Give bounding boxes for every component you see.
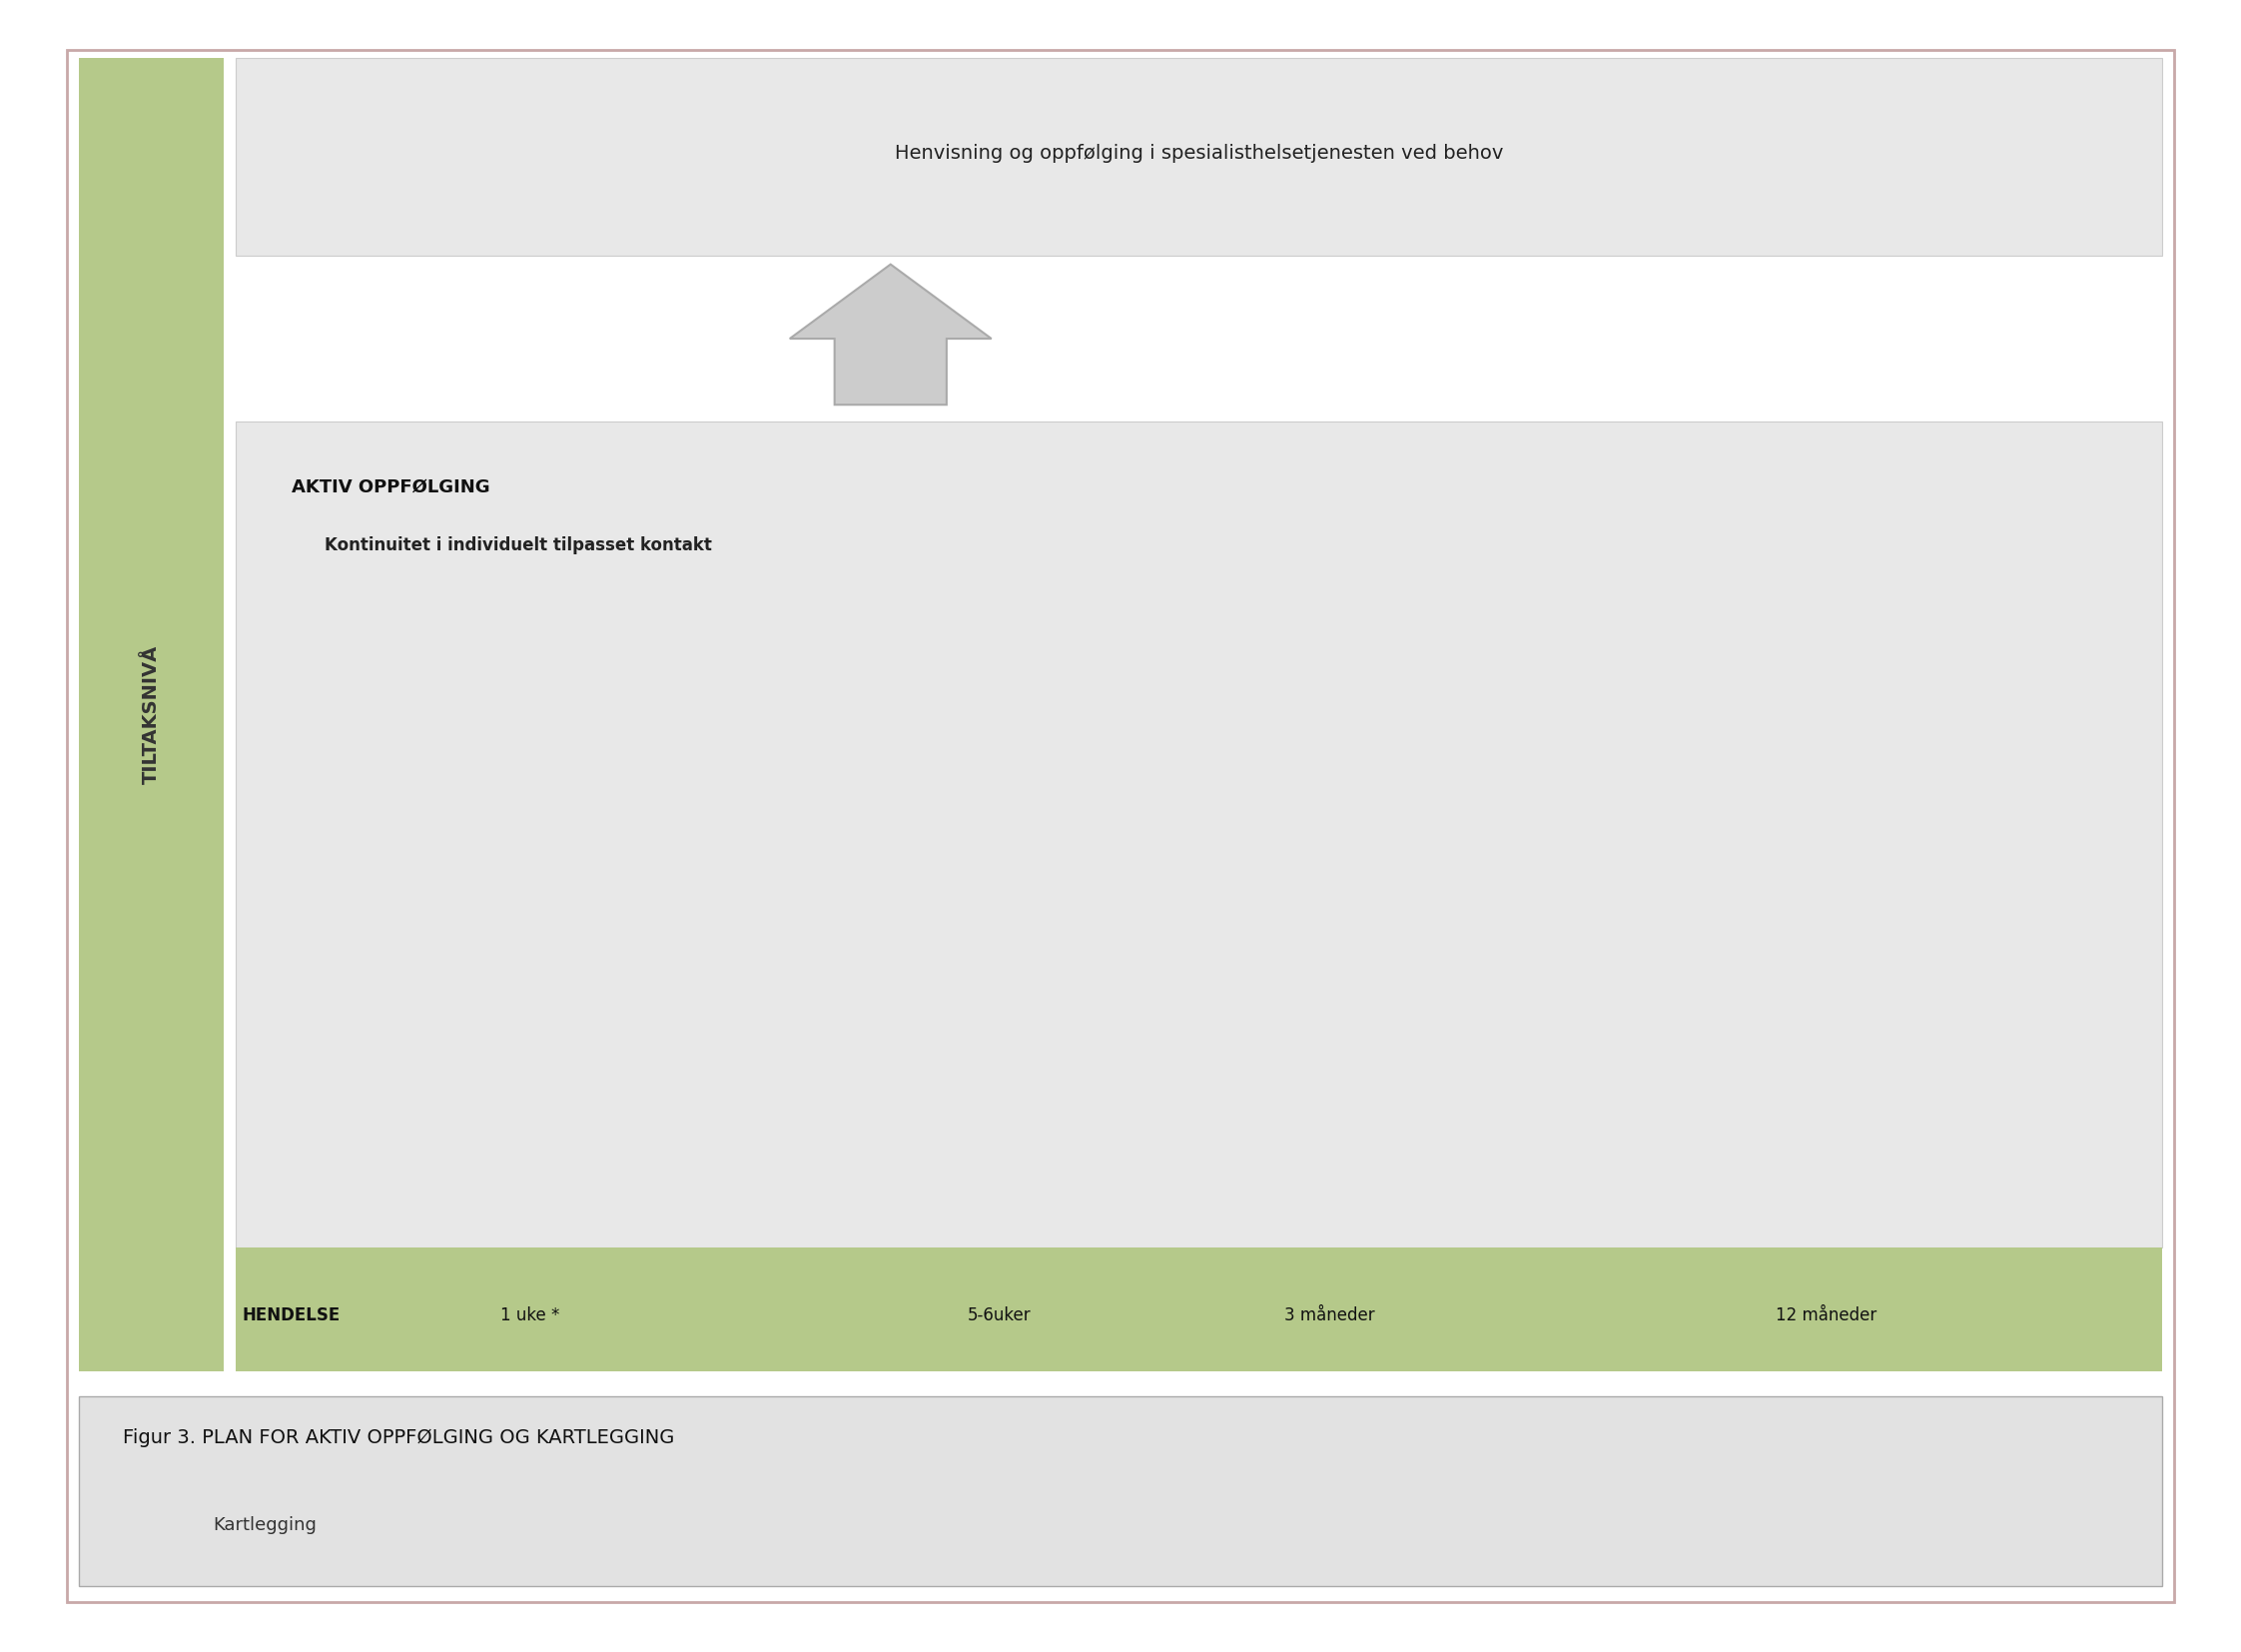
Text: 5-6uker: 5-6uker <box>968 1307 1031 1325</box>
Text: HENDELSE: HENDELSE <box>242 1307 341 1325</box>
Text: Kartlegging: Kartlegging <box>213 1517 316 1535</box>
Text: AKTIV OPPFØLGING: AKTIV OPPFØLGING <box>291 479 491 496</box>
Text: Kontinuitet i individuelt tilpasset kontakt: Kontinuitet i individuelt tilpasset kont… <box>325 537 713 553</box>
Text: 3 måneder: 3 måneder <box>1284 1307 1374 1325</box>
Text: 12 måneder: 12 måneder <box>1775 1307 1876 1325</box>
Text: Henvisning og oppfølging i spesialisthelsetjenesten ved behov: Henvisning og oppfølging i spesialisthel… <box>894 144 1504 162</box>
Text: Figur 3. PLAN FOR AKTIV OPPFØLGING OG KARTLEGGING: Figur 3. PLAN FOR AKTIV OPPFØLGING OG KA… <box>123 1429 675 1447</box>
Text: TILTAKSNIVÅ: TILTAKSNIVÅ <box>141 644 161 785</box>
Text: 1 uke *: 1 uke * <box>500 1307 560 1325</box>
